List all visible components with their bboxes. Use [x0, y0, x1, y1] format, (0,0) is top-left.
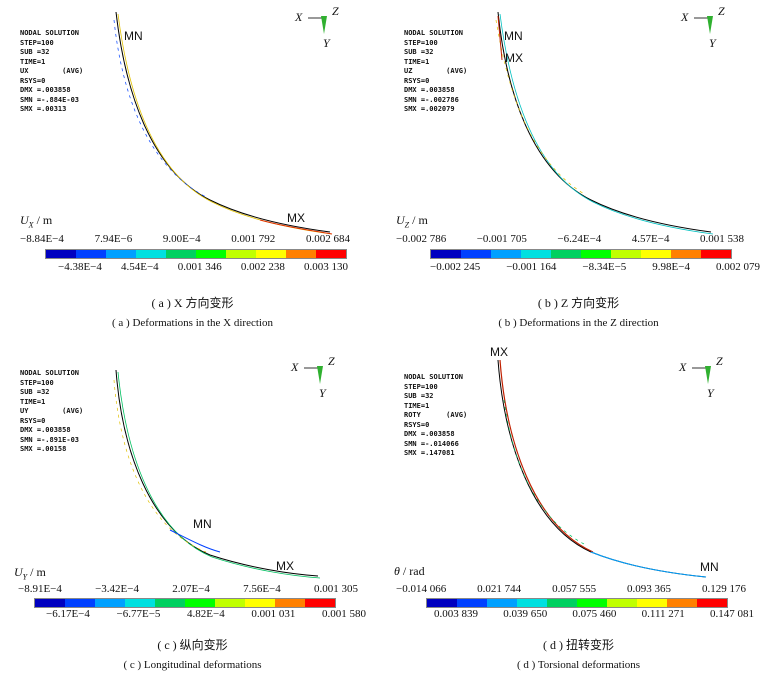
deformed-curve — [113, 11, 333, 235]
min-marker-label: MN — [700, 560, 719, 574]
nodal-solution-info: NODAL SOLUTION STEP=100 SUB =32 TIME=1 UZ (A… — [404, 29, 468, 113]
caption-en: ( a ) Deformations in the X direction — [112, 317, 273, 329]
figure-panel-c: NODAL SOLUTION STEP=100 SUB =32 TIME=1 UY (A… — [0, 340, 385, 680]
max-marker-label: MX — [490, 345, 508, 359]
axis-triad: X Z Y — [679, 354, 723, 400]
caption-cn: ( a ) X 方向变形 — [151, 296, 234, 310]
legend-top-ticks: −8.84E−4 7.94E−6 9.00E−4 0.001 792 0.002 684 — [20, 233, 350, 245]
caption-en: ( b ) Deformations in the Z direction — [498, 317, 659, 329]
unit-label: UY / m — [14, 565, 46, 582]
color-legend-bar — [426, 598, 728, 608]
deformed-curve — [113, 369, 321, 579]
nodal-solution-info: NODAL SOLUTION STEP=100 SUB =32 TIME=1 UX (A… — [20, 29, 84, 113]
deformed-curve — [497, 359, 707, 578]
legend-bottom-ticks: −4.38E−4 4.54E−4 0.001 346 0.002 238 0.003 1… — [58, 261, 348, 273]
unit-label: UZ / m — [396, 213, 428, 230]
color-legend-bar — [45, 249, 347, 259]
max-marker-label: MX — [505, 51, 523, 65]
unit-label: θ / rad — [394, 564, 425, 578]
min-marker-label: MN — [504, 29, 523, 43]
nodal-solution-info: NODAL SOLUTION STEP=100 SUB =32 TIME=1 ROTY … — [404, 373, 468, 457]
caption-cn: ( b ) Z 方向变形 — [537, 296, 620, 310]
caption-cn: ( d ) 扭转变形 — [543, 638, 614, 652]
min-marker-label: MN — [124, 29, 143, 43]
legend-top-ticks: −0.014 066 0.021 744 0.057 555 0.093 365 0.1… — [396, 583, 746, 595]
nodal-solution-info: NODAL SOLUTION STEP=100 SUB =32 TIME=1 UY (A… — [20, 369, 84, 453]
legend-top-ticks: −8.91E−4 −3.42E−4 2.07E−4 7.56E−4 0.001 305 — [18, 583, 358, 595]
axis-triad: X Z Y — [291, 354, 335, 400]
caption-en: ( c ) Longitudinal deformations — [123, 659, 262, 671]
figure-panel-a: NODAL SOLUTION STEP=100 SUB =32 TIME=1 UX (A… — [0, 0, 385, 340]
axis-triad: X Z Y — [681, 4, 725, 50]
caption-en: ( d ) Torsional deformations — [516, 659, 641, 671]
max-marker-label: MX — [287, 211, 305, 225]
figure-panel-d: NODAL SOLUTION STEP=100 SUB =32 TIME=1 ROTY … — [386, 340, 771, 680]
axis-triad: X Z Y — [295, 4, 339, 50]
max-marker-label: MX — [276, 559, 294, 573]
figure-panel-b: NODAL SOLUTION STEP=100 SUB =32 TIME=1 UZ (A… — [386, 0, 771, 340]
legend-bottom-ticks: −6.17E−4 −6.77E−5 4.82E−4 0.001 031 0.001 58… — [46, 608, 366, 620]
min-marker-label: MN — [193, 517, 212, 531]
legend-top-ticks: −0.002 786 −0.001 705 −6.24E−4 4.57E−4 0.001… — [396, 233, 744, 245]
color-legend-bar — [34, 598, 336, 608]
deformed-curve — [495, 11, 714, 235]
unit-label: UX / m — [20, 213, 53, 230]
legend-bottom-ticks: 0.003 839 0.039 650 0.075 460 0.111 271 0.14… — [434, 608, 754, 620]
legend-bottom-ticks: −0.002 245 −0.001 164 −8.34E−5 9.98E−4 0.002… — [430, 261, 760, 273]
caption-cn: ( c ) 纵向变形 — [157, 638, 228, 652]
color-legend-bar — [430, 249, 732, 259]
